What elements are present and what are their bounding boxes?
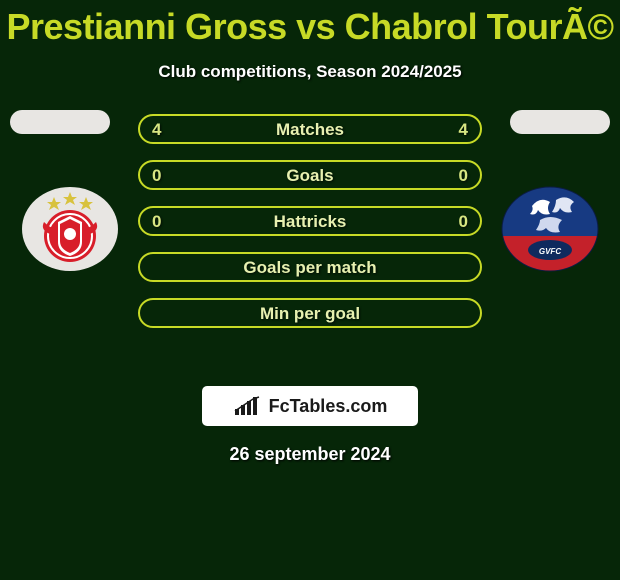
- page-title: Prestianni Gross vs Chabrol TourÃ©: [7, 6, 614, 47]
- stat-value-right: 4: [459, 116, 468, 142]
- brand-badge[interactable]: FcTables.com: [202, 386, 418, 426]
- player-avatar-left: [10, 110, 110, 134]
- stat-value-right: 0: [459, 162, 468, 188]
- brand-label: FcTables.com: [269, 396, 388, 417]
- stat-label: Min per goal: [140, 300, 480, 326]
- subtitle: Club competitions, Season 2024/2025: [158, 62, 461, 81]
- comparison-panel: GVFC 4 Matches 4 0 Goals 0 0 Hattricks 0…: [0, 114, 620, 374]
- player-avatar-right: [510, 110, 610, 134]
- svg-text:GVFC: GVFC: [539, 247, 561, 256]
- stat-row-goals-per-match: Goals per match: [138, 252, 482, 282]
- stat-row-matches: 4 Matches 4: [138, 114, 482, 144]
- stat-label: Goals: [140, 162, 480, 188]
- stat-label: Matches: [140, 116, 480, 142]
- stat-row-hattricks: 0 Hattricks 0: [138, 206, 482, 236]
- club-badge-left: [20, 186, 120, 272]
- stat-row-goals: 0 Goals 0: [138, 160, 482, 190]
- brand-chart-icon: [233, 395, 263, 417]
- stat-value-right: 0: [459, 208, 468, 234]
- club-badge-right: GVFC: [500, 186, 600, 272]
- date-label: 26 september 2024: [229, 444, 390, 464]
- stat-label: Hattricks: [140, 208, 480, 234]
- stat-row-min-per-goal: Min per goal: [138, 298, 482, 328]
- stat-label: Goals per match: [140, 254, 480, 280]
- stat-list: 4 Matches 4 0 Goals 0 0 Hattricks 0 Goal…: [138, 114, 482, 328]
